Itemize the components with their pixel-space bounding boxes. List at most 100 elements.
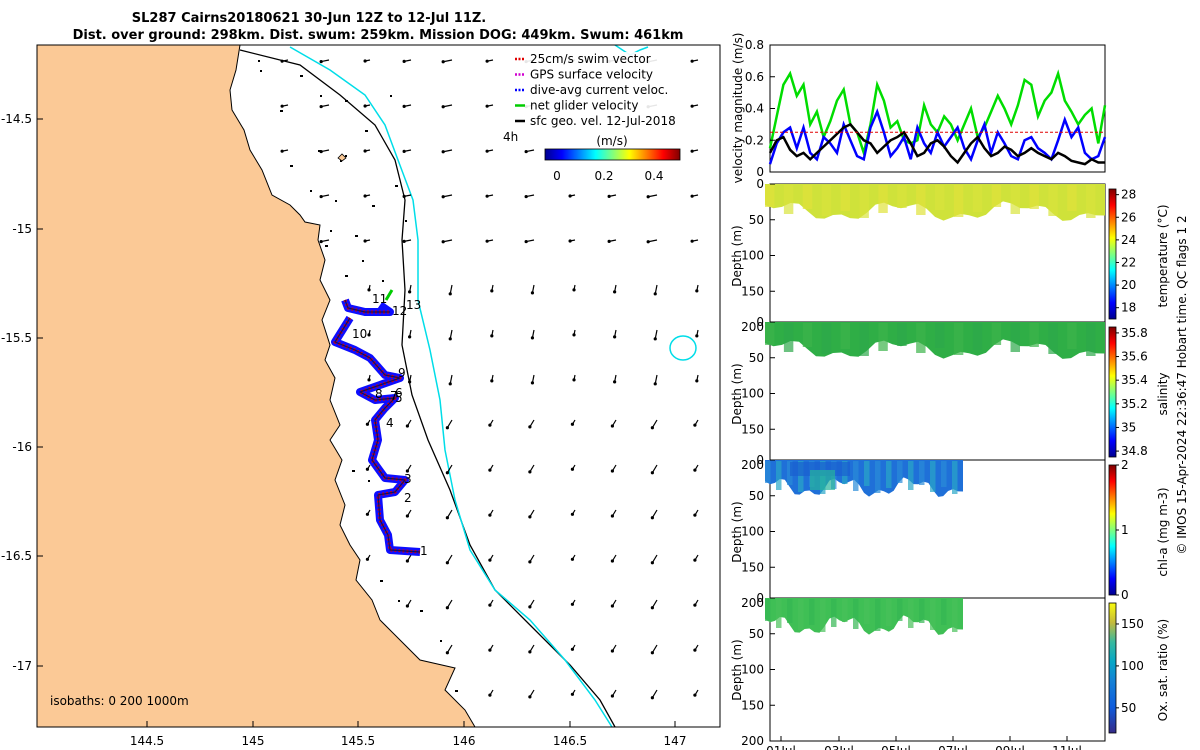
colorbar-tick-label: 2 (1121, 458, 1129, 472)
velocity-arrow-head (319, 104, 323, 109)
depth-ylabel: Depth (m) (730, 225, 744, 286)
velocity-arrow-head (693, 558, 697, 562)
velocity-arrow-head (280, 104, 284, 108)
section-data-stripe (930, 599, 936, 630)
section-panel: 0 50 100 150 200 Depth (m) 50 100 150 Ox. sat. ra… (730, 591, 1170, 750)
net-glider-velocity-segment (384, 289, 394, 301)
velocity-ytick-label: 0.6 (745, 70, 764, 84)
velocity-ytick-label: 0 (756, 165, 764, 179)
reef-contour (669, 335, 697, 361)
velocity-arrow-head (613, 380, 617, 384)
colorbar-tick-label: 22 (1121, 255, 1136, 269)
velocity-ytick-label: 0.2 (745, 133, 764, 147)
glider-track-line (334, 299, 421, 553)
velocity-arrow-head (530, 336, 535, 340)
velocity-arrow-head (693, 693, 697, 697)
date-tick-label: 05Jul (881, 744, 911, 750)
velocity-arrow-head (528, 560, 532, 564)
section-data-stripe (897, 323, 907, 346)
reef-dot (395, 185, 398, 187)
velocity-arrow-head (610, 604, 614, 608)
velocity-arrow-head (613, 335, 617, 339)
velocity-arrow-head (572, 378, 576, 382)
velocity-arrow-head (363, 149, 367, 153)
section-data-stripe (864, 599, 870, 624)
waypoint-label: 7 (390, 389, 398, 403)
velocity-arrow-head (610, 469, 614, 473)
velocity-arrow-head (402, 59, 406, 63)
velocity-arrow-head (488, 558, 492, 562)
colorbar-tick-label: 35 (1121, 420, 1136, 434)
colorbar-tick-label: 1 (1121, 523, 1129, 537)
colorbar-tick-label: 35.2 (1121, 397, 1148, 411)
depth-tick-label: 50 (749, 627, 764, 641)
velocity-arrow-head (441, 105, 445, 109)
waypoint-label: 8 (375, 387, 383, 401)
colorbar-tick-label: 18 (1121, 301, 1136, 315)
velocity-arrow-head (690, 194, 694, 198)
waypoint-label: 10 (352, 327, 367, 341)
velocity-arrow-head (490, 289, 494, 293)
colorbar-tick-label: 50 (1121, 701, 1136, 715)
colorbar-tick-label: 35.4 (1121, 373, 1148, 387)
depth-tick-label: 100 (741, 387, 764, 401)
depth-ylabel: Depth (m) (730, 363, 744, 424)
velocity-arrow-head (365, 512, 370, 516)
velocity-arrow-head (488, 603, 492, 607)
velocity-arrow-head (405, 559, 409, 563)
section-data-stripe (878, 185, 888, 213)
lat-tick-label: -15.5 (1, 331, 32, 345)
section-data-stripe (765, 185, 775, 207)
waypoint-label: 2 (404, 491, 412, 505)
waypoint-label: 6 (395, 386, 403, 400)
section-data-stripe (916, 323, 926, 353)
section-data-stripe (802, 323, 813, 347)
velocity-arrow-head (610, 424, 614, 428)
velocity-arrow-head (568, 239, 572, 243)
section-variable-label: salinity (1156, 372, 1170, 415)
velocity-arrow-head (653, 382, 657, 386)
section-data-stripe (821, 323, 832, 354)
velocity-arrow-head (488, 648, 492, 652)
velocity-arrow-head (402, 104, 406, 108)
velocity-arrow-head (530, 381, 535, 385)
colorbar-tick-label: 0.2 (594, 169, 613, 183)
reef-dot (330, 230, 332, 232)
lon-tick-label: 145.5 (341, 734, 375, 748)
velocity-arrow-head (610, 514, 614, 518)
velocity-arrow-head (570, 557, 575, 561)
section-data-stripe (820, 599, 826, 632)
velocity-arrow-head (646, 195, 650, 199)
section-data-stripe (1086, 323, 1096, 356)
velocity-arrow-head (485, 59, 489, 63)
reef-dot (320, 95, 322, 97)
velocity-series (768, 69, 1107, 166)
velocity-arrow-head (572, 288, 576, 292)
velocity-arrow-head (650, 471, 654, 475)
velocity-arrow-head (367, 333, 371, 337)
velocity-arrow-head (572, 333, 576, 337)
velocity-arrow-head (530, 291, 535, 295)
velocity-ytick-label: 0.4 (745, 102, 764, 116)
velocity-arrow-head (650, 696, 654, 700)
section-data-stripe (941, 599, 947, 625)
section-data-stripe (1029, 323, 1039, 347)
section-data-stripe (972, 323, 983, 350)
reef-dot (300, 75, 303, 77)
section-variable-label: chl-a (mg m-3) (1156, 487, 1170, 576)
velocity-arrow-head (405, 514, 409, 518)
velocity-arrow-head (690, 104, 694, 108)
velocity-arrow-head (367, 288, 371, 292)
map-frame (36, 44, 721, 728)
velocity-series-line (768, 122, 1105, 166)
velocity-arrow-head (448, 337, 452, 341)
lat-tick-label: -17 (12, 659, 32, 673)
velocity-arrow-head (319, 194, 323, 199)
depth-tick-label: 200 (741, 596, 764, 610)
reef-dot (380, 580, 383, 582)
velocity-arrow-head (441, 150, 445, 154)
section-data-stripe (908, 461, 914, 490)
colorbar-tick-label: 0.4 (644, 169, 663, 183)
velocity-arrow-head (610, 649, 614, 653)
